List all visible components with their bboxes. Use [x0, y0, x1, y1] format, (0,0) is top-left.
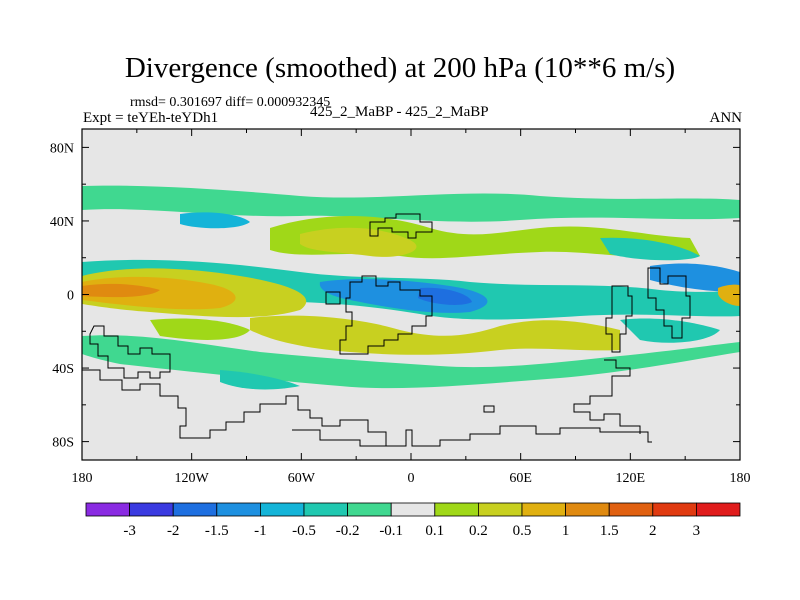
colorbar-swatch	[390, 502, 436, 517]
south-green-band	[150, 318, 250, 340]
colorbar: -3 -2 -1.5 -1 -0.5 -0.2 -0.1 0.1 0.2 0.5 1 1.5 2 3	[85, 502, 741, 539]
colorbar-label: -0.2	[336, 523, 360, 539]
south-cyan-west	[220, 370, 300, 390]
coast-australia	[573, 359, 641, 434]
x-tick-label: 180	[72, 471, 93, 486]
coast-antarctica-west	[82, 369, 387, 446]
coast-far-east	[647, 267, 691, 339]
center-label: 425_2_MaBP - 425_2_MaBP	[310, 104, 489, 120]
x-tick-label: 120W	[175, 471, 210, 486]
experiment-label: Expt = teYEh-teYDh1	[83, 110, 219, 126]
colorbar-label: -1.5	[205, 523, 229, 539]
colorbar-swatch	[521, 502, 566, 517]
coast-east-landmass	[605, 285, 633, 353]
colorbar-label: 1	[562, 523, 570, 539]
colorbar-swatch	[608, 502, 654, 517]
colorbar-label: 2	[649, 523, 657, 539]
colorbar-swatch	[129, 502, 174, 517]
x-tick-label: 180	[730, 471, 751, 486]
north-blue-patch	[180, 212, 250, 229]
colorbar-label: 1.5	[600, 523, 619, 539]
colorbar-label: -0.5	[292, 523, 316, 539]
coast-south-america	[89, 325, 171, 379]
east-blue-patch	[650, 263, 740, 292]
colorbar-swatch	[85, 502, 130, 517]
colorbar-swatch	[216, 502, 261, 517]
axis-labels: 180 120W 60W 0 60E 120E 180 80N 40N 0 40S 80S	[50, 141, 751, 486]
colorbar-swatch	[172, 502, 218, 517]
coast-islet	[483, 405, 495, 413]
y-tick-label: 80S	[52, 436, 74, 451]
season-label: ANN	[709, 110, 743, 126]
colorbar-swatch	[696, 502, 741, 517]
axis-ticks	[81, 129, 741, 460]
coast-africa-eurasia	[369, 213, 433, 239]
colorbar-swatch	[303, 502, 348, 517]
north-band-yellow	[300, 227, 417, 257]
chart-title: Divergence (smoothed) at 200 hPa (10**6 …	[124, 52, 676, 84]
colorbar-swatch	[434, 502, 479, 517]
colorbar-label: 0.2	[469, 523, 488, 539]
north-east-cyan	[600, 237, 700, 261]
colorbar-label: -3	[123, 523, 136, 539]
colorbar-label: -0.1	[379, 523, 403, 539]
colorbar-label: 0.1	[425, 523, 444, 539]
coastlines	[82, 213, 691, 447]
y-tick-label: 0	[67, 289, 74, 304]
y-tick-label: 40S	[52, 362, 74, 377]
x-tick-label: 60E	[509, 471, 532, 486]
pacific-positive-core	[82, 283, 160, 298]
colorbar-swatch	[347, 502, 392, 517]
x-tick-label: 0	[408, 471, 415, 486]
south-cyan-east	[620, 318, 720, 343]
y-tick-label: 80N	[50, 141, 74, 156]
north-band-cyan	[82, 185, 740, 222]
colorbar-label: -2	[167, 523, 180, 539]
stats-line: rmsd= 0.301697 diff= 0.000932345	[130, 95, 331, 110]
colorbar-label: 0.5	[513, 523, 532, 539]
colorbar-swatch	[477, 502, 523, 517]
coast-west-africa	[339, 275, 433, 355]
colorbar-swatch	[652, 502, 697, 517]
colorbar-label: -1	[254, 523, 267, 539]
coast-small-island	[325, 291, 341, 305]
east-edge-positive	[718, 284, 740, 306]
x-tick-label: 60W	[288, 471, 316, 486]
x-tick-label: 120E	[616, 471, 646, 486]
colorbar-swatch	[565, 502, 610, 517]
colorbar-label: 3	[693, 523, 701, 539]
south-positive-band	[250, 315, 620, 355]
y-tick-label: 40N	[50, 215, 74, 230]
colorbar-swatch	[259, 502, 305, 517]
coast-antarctica-east	[292, 425, 652, 447]
